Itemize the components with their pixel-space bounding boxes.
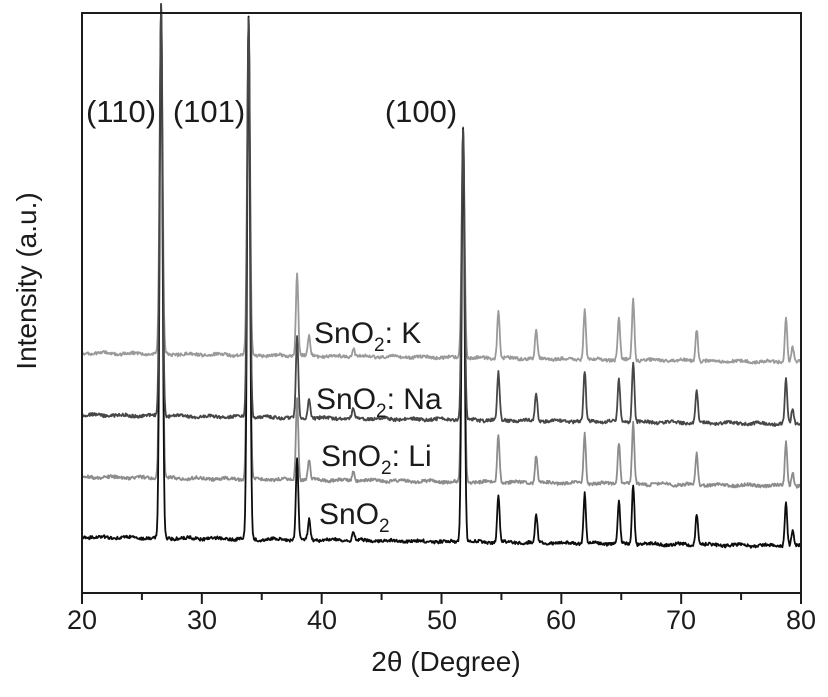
formula-base: SnO	[321, 440, 382, 473]
x-tick-label-50: 50	[426, 605, 458, 635]
trace-label-sno2-na: SnO2: Na	[316, 383, 442, 423]
formula-subscript: 2	[376, 401, 387, 422]
plane-label-100: (100)	[384, 94, 458, 129]
formula-subscript: 2	[374, 335, 385, 356]
x-axis-title: 2θ (Degree)	[371, 646, 521, 677]
formula-base: SnO	[319, 498, 380, 531]
formula-subscript: 2	[379, 516, 390, 537]
xrd-trace-sno2-na	[81, 3, 802, 427]
formula-base: SnO	[314, 317, 375, 350]
formula-suffix: : Li	[391, 440, 432, 473]
x-tick-label-60: 60	[545, 605, 577, 635]
formula-suffix: : K	[384, 317, 422, 350]
plane-label-110: (110)	[85, 94, 157, 129]
plane-label-101: (101)	[172, 94, 246, 129]
xrd-trace-sno2	[81, 3, 802, 549]
trace-label-sno2: SnO2	[319, 498, 390, 538]
xrd-trace-sno2-li	[81, 3, 802, 489]
formula-base: SnO	[316, 383, 377, 416]
trace-label-sno2-k: SnO2: K	[314, 317, 421, 357]
xrd-trace-sno2-k	[81, 3, 802, 365]
formula-subscript: 2	[381, 458, 392, 479]
y-axis-title: Intensity (a.u.)	[11, 192, 42, 370]
x-tick-label-30: 30	[186, 605, 218, 635]
trace-label-sno2-li: SnO2: Li	[321, 440, 432, 480]
x-tick-label-80: 80	[785, 605, 817, 635]
formula-suffix: : Na	[386, 383, 442, 416]
x-tick-label-40: 40	[306, 605, 338, 635]
x-tick-label-70: 70	[665, 605, 697, 635]
x-tick-label-20: 20	[66, 605, 98, 635]
